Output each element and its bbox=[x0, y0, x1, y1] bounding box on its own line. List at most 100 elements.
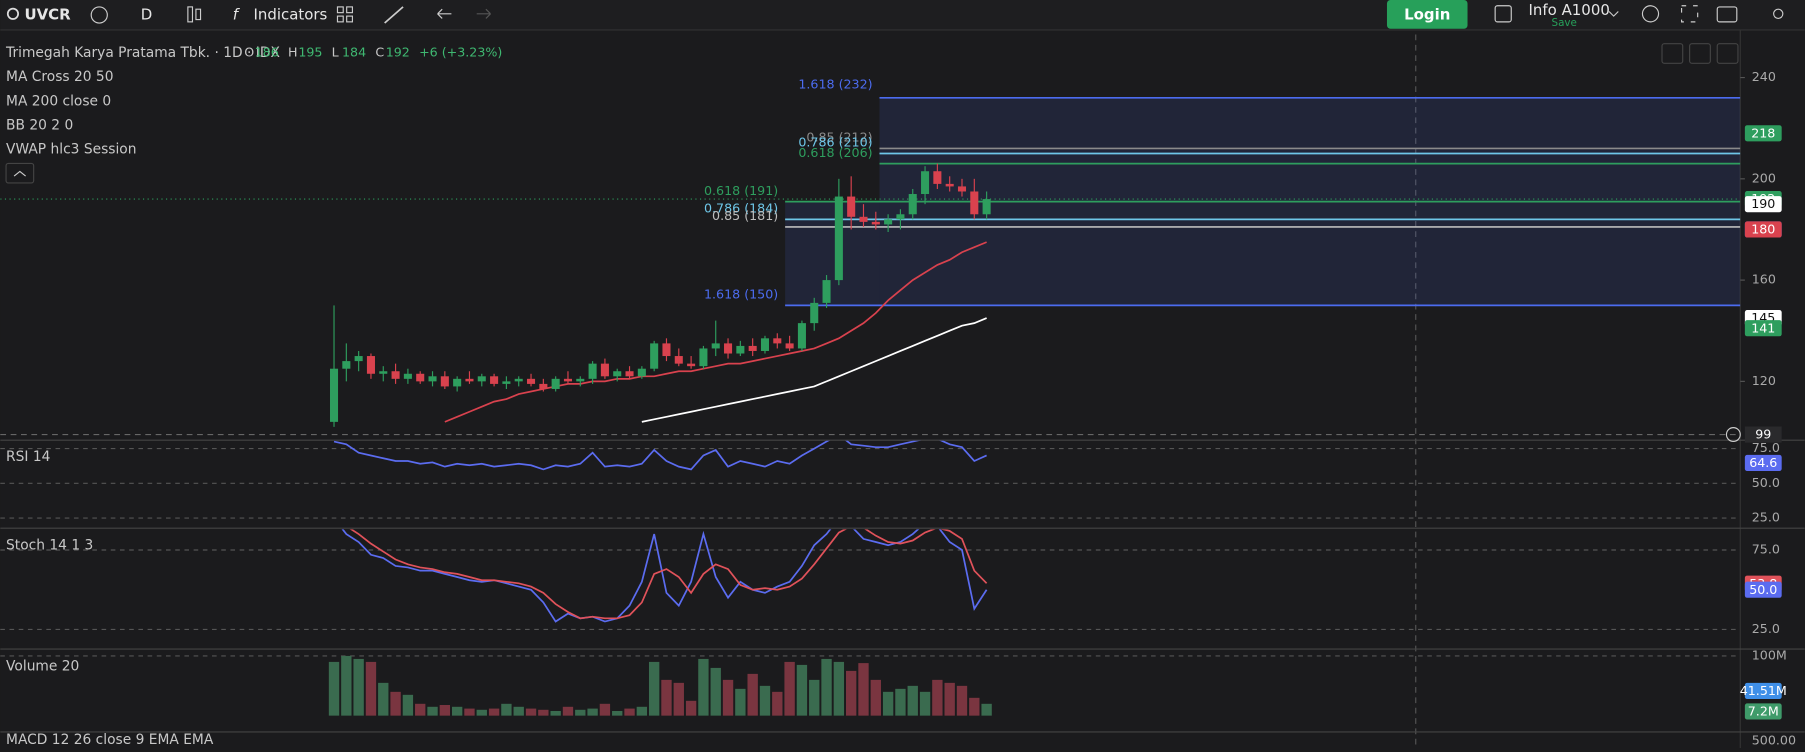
y-tick-label: 120 bbox=[1752, 373, 1776, 388]
volume-bar bbox=[722, 679, 734, 716]
candle-body bbox=[871, 221, 880, 225]
account-dropdown[interactable] bbox=[1608, 11, 1619, 17]
pane-title: Volume 20 bbox=[6, 658, 79, 674]
price-badge-label: 190 bbox=[1751, 196, 1775, 211]
volume-bar bbox=[710, 667, 721, 716]
collapse-legend[interactable] bbox=[5, 162, 35, 184]
volume-bar bbox=[685, 700, 697, 716]
fib-label: 0.85 (212) bbox=[806, 130, 872, 145]
candle-body bbox=[502, 381, 511, 384]
volume-bar bbox=[845, 670, 857, 716]
save-label[interactable]: Save bbox=[1552, 17, 1577, 29]
indicator-line bbox=[444, 241, 987, 423]
volume-bar bbox=[624, 708, 635, 716]
fullscreen-icon[interactable] bbox=[1680, 5, 1699, 23]
pane-button[interactable] bbox=[1689, 43, 1711, 64]
candle-body bbox=[650, 343, 659, 369]
candle-body bbox=[453, 378, 462, 387]
volume-bar bbox=[919, 691, 931, 716]
chart-type[interactable] bbox=[187, 6, 194, 23]
account-checkbox[interactable] bbox=[1494, 5, 1512, 23]
price-badge bbox=[1744, 221, 1782, 238]
layout-icon-4 bbox=[346, 15, 354, 23]
pane-button[interactable] bbox=[1661, 43, 1684, 64]
price-badge bbox=[1744, 581, 1782, 598]
candle-body bbox=[539, 383, 548, 389]
layout-icon-2 bbox=[346, 6, 354, 14]
price-badge bbox=[1744, 703, 1782, 720]
pane: 100M Volume 20 41.51M 7.2M bbox=[0, 647, 1787, 720]
pane-button[interactable] bbox=[1716, 43, 1739, 64]
candle-body bbox=[908, 194, 917, 215]
macd-title: MACD 12 26 close 9 EMA EMA bbox=[6, 732, 214, 748]
price-badge bbox=[1744, 682, 1782, 699]
layout-icon-3 bbox=[336, 15, 344, 23]
indicators-button[interactable]: Indicators bbox=[253, 5, 327, 23]
ohlc-key: L bbox=[332, 44, 339, 59]
candle-body bbox=[391, 371, 400, 379]
search-icon[interactable] bbox=[6, 7, 19, 20]
candle-body bbox=[921, 171, 930, 195]
redo[interactable] bbox=[476, 8, 491, 19]
add-symbol[interactable] bbox=[90, 6, 108, 24]
login-button[interactable] bbox=[1386, 0, 1468, 29]
price-badge-label: 141 bbox=[1751, 320, 1775, 335]
candle-body bbox=[576, 378, 585, 382]
pane-title: Stoch 14 1 3 bbox=[6, 537, 93, 553]
candle-body bbox=[945, 183, 954, 187]
fib-label: 0.85 (181) bbox=[712, 208, 778, 223]
volume-bar bbox=[513, 706, 524, 716]
volume-bar bbox=[451, 706, 463, 716]
plot bbox=[328, 655, 992, 716]
candle-body bbox=[933, 171, 942, 184]
y-tick-label: 75.0 bbox=[1752, 542, 1780, 557]
volume-bar bbox=[402, 694, 414, 716]
fib-label: 0.786 (210) bbox=[798, 135, 872, 150]
toolbar-bg bbox=[0, 0, 1805, 30]
candle-body bbox=[982, 199, 991, 215]
volume-bar bbox=[550, 710, 561, 716]
symbol[interactable]: UVCR bbox=[24, 5, 71, 23]
volume-bar bbox=[907, 685, 918, 716]
volume-bar bbox=[969, 697, 980, 716]
candle-body bbox=[465, 378, 474, 382]
account[interactable]: Info A1000 bbox=[1529, 1, 1610, 19]
price-badge bbox=[1744, 320, 1782, 337]
ohlc-key: O bbox=[244, 44, 254, 59]
price-badge bbox=[1744, 196, 1782, 213]
candle-body bbox=[711, 343, 720, 349]
price-badge-label: 180 bbox=[1751, 222, 1775, 237]
settings-icon[interactable] bbox=[1641, 5, 1660, 23]
volume-bar bbox=[796, 664, 808, 716]
candle-body bbox=[477, 376, 486, 382]
candle-body bbox=[551, 378, 560, 389]
volume-bar bbox=[858, 663, 869, 716]
pane-controls bbox=[5, 43, 1739, 184]
crosshair-badge bbox=[1744, 426, 1782, 443]
candle-body bbox=[884, 219, 893, 225]
candle-body bbox=[637, 368, 646, 377]
layout-icon[interactable] bbox=[336, 6, 344, 14]
volume-bar bbox=[575, 709, 586, 716]
volume-bar bbox=[612, 710, 623, 716]
volume-bar bbox=[427, 706, 438, 716]
volume-bar bbox=[464, 708, 475, 716]
theme-icon[interactable] bbox=[1773, 8, 1784, 19]
volume-bar bbox=[378, 682, 389, 716]
candle-body bbox=[736, 345, 745, 354]
draw-tool[interactable] bbox=[384, 6, 404, 24]
crosshair-add[interactable] bbox=[1725, 427, 1741, 443]
candle-body bbox=[785, 343, 794, 349]
price-badge-label: 64.6 bbox=[1749, 455, 1777, 470]
y-tick-label: 100M bbox=[1752, 647, 1787, 662]
volume-bar bbox=[390, 691, 401, 716]
y-tick-label: 25.0 bbox=[1752, 510, 1780, 525]
camera-icon[interactable] bbox=[1716, 6, 1738, 23]
undo[interactable] bbox=[437, 8, 452, 19]
interval[interactable]: D bbox=[141, 5, 153, 23]
ohlc-value: 195 bbox=[298, 44, 322, 59]
study-label: BB 20 2 0 bbox=[6, 117, 73, 133]
candle-body bbox=[490, 376, 499, 384]
